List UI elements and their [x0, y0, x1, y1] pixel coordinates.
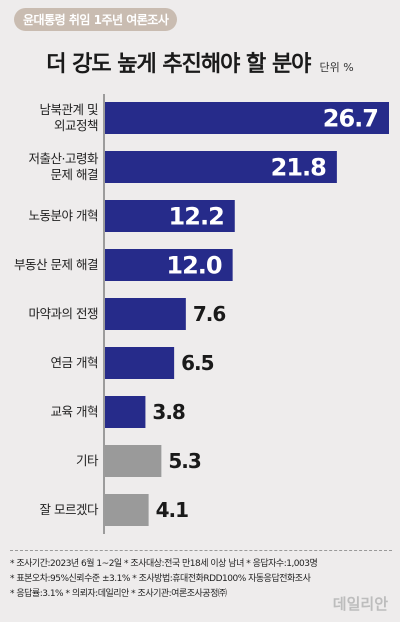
value-label: 26.7	[323, 105, 378, 133]
bar	[105, 102, 389, 134]
category-label: 연금 개혁	[51, 355, 98, 370]
category-label-line: 노동분야 개혁	[29, 208, 98, 223]
category-label: 마약과의 전쟁	[29, 306, 98, 321]
publisher-logo: 데일리안	[332, 595, 388, 613]
category-label-line: 교육 개혁	[51, 404, 98, 419]
category-label-line: 마약과의 전쟁	[29, 306, 98, 321]
category-label-line: 외교정책	[54, 118, 98, 133]
bar	[105, 494, 149, 526]
title-row: 더 강도 높게 추진해야 할 분야 단위 %	[0, 46, 400, 78]
survey-notes: * 조사기간:2023년 6월 1~2일 * 조사대상:전국 만18세 이상 남…	[10, 550, 395, 602]
value-label: 21.8	[271, 154, 327, 182]
value-label: 5.3	[168, 449, 201, 473]
category-label-line: 연금 개혁	[51, 355, 98, 370]
category-label-line: 잘 모르겠다	[40, 502, 99, 517]
value-label: 12.2	[169, 203, 224, 231]
bar	[105, 298, 186, 330]
category-label-line: 문제 해결	[51, 167, 98, 182]
category-label: 남북관계 및 외교정책	[40, 102, 98, 133]
bar	[105, 200, 235, 232]
category-label-line: 남북관계 및	[40, 102, 98, 117]
category-label: 저출산·고령화 문제 해결	[29, 151, 99, 182]
category-label-line: 부동산 문제 해결	[14, 257, 98, 272]
category-label: 기타	[76, 453, 99, 468]
category-label: 교육 개혁	[51, 404, 98, 419]
category-label: 노동분야 개혁	[29, 208, 98, 223]
bar	[105, 347, 175, 379]
bar	[105, 445, 162, 477]
unit-label: 단위 %	[319, 61, 354, 74]
value-label: 6.5	[181, 351, 214, 375]
survey-badge: 윤대통령 취임 1주년 여론조사	[14, 8, 178, 31]
note-line: * 표본오차:95%신뢰수준 ±3.1% * 조사방법:휴대전화RDD100% …	[10, 574, 311, 584]
bar-chart: 남북관계 및 외교정책 26.7 저출산·고령화 문제 해결 21.8 노동분야 개혁 12.…	[14, 94, 389, 534]
bar	[105, 249, 233, 281]
value-label: 12.0	[166, 252, 222, 280]
note-line: * 응답률:3.1% * 의뢰자:데일리안 * 조사기관:여론조사공정㈜	[10, 589, 227, 599]
note-line: * 조사기간:2023년 6월 1~2일 * 조사대상:전국 만18세 이상 남…	[10, 559, 318, 569]
category-label-line: 저출산·고령화	[29, 151, 99, 166]
notes-divider	[10, 550, 392, 551]
bar	[105, 396, 146, 428]
chart-title: 더 강도 높게 추진해야 할 분야	[46, 52, 311, 77]
value-label: 7.6	[193, 302, 226, 326]
value-label: 3.8	[152, 400, 185, 424]
category-label: 부동산 문제 해결	[14, 257, 98, 272]
bar	[105, 151, 337, 183]
category-label: 잘 모르겠다	[40, 502, 99, 517]
category-label-line: 기타	[76, 453, 99, 468]
value-label: 4.1	[156, 498, 189, 522]
